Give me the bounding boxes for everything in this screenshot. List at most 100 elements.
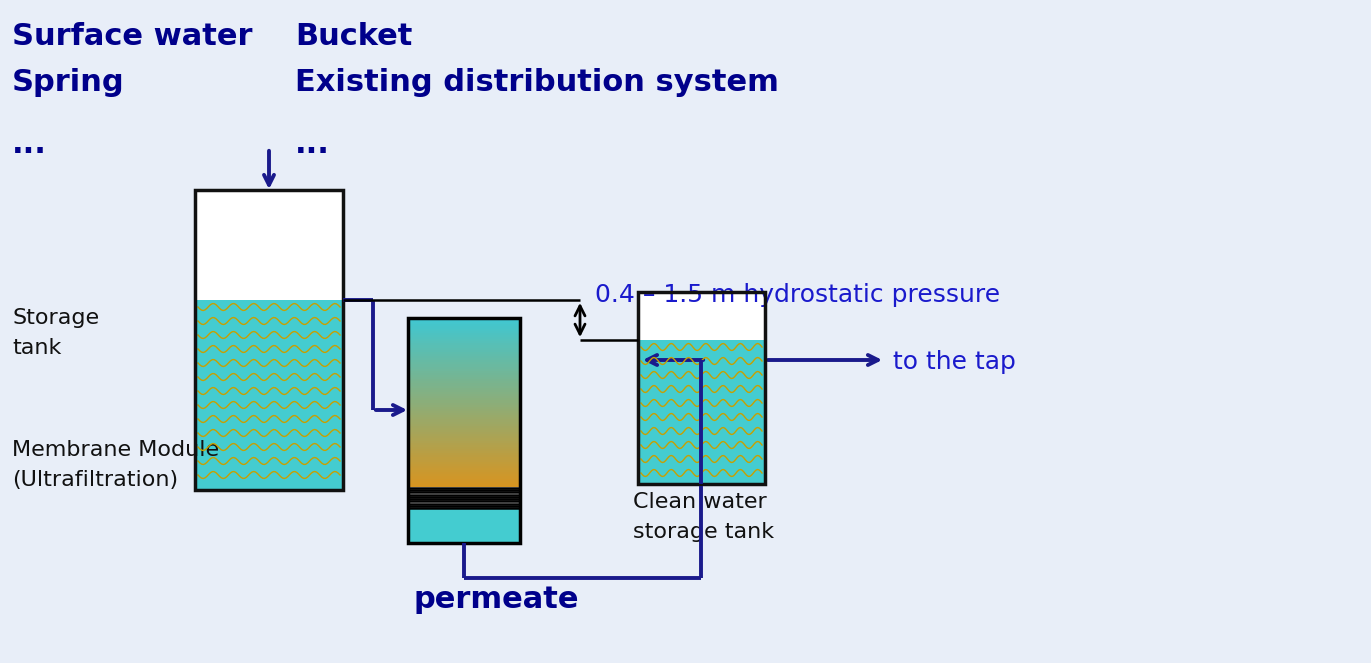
Bar	[409, 428, 520, 430]
Bar	[409, 404, 520, 407]
Bar	[409, 381, 520, 384]
Bar	[409, 479, 520, 481]
Bar	[409, 483, 520, 485]
Bar	[409, 354, 520, 357]
Bar	[638, 292, 765, 484]
Text: to the tap: to the tap	[893, 350, 1016, 374]
Bar	[409, 449, 520, 452]
Bar	[409, 320, 520, 323]
Bar	[409, 463, 520, 466]
Text: Clean water
storage tank: Clean water storage tank	[633, 492, 775, 542]
Bar	[409, 343, 520, 346]
Bar	[409, 417, 520, 420]
Bar	[409, 379, 520, 382]
Bar	[409, 371, 520, 373]
Bar	[409, 349, 520, 352]
Bar	[409, 434, 520, 437]
Text: 0.4 – 1.5 m hydrostatic pressure: 0.4 – 1.5 m hydrostatic pressure	[595, 283, 999, 307]
Text: Storage
tank: Storage tank	[12, 308, 99, 357]
Text: permeate: permeate	[413, 585, 579, 614]
Bar	[409, 415, 520, 418]
Bar	[409, 358, 520, 361]
Bar	[409, 426, 520, 428]
Bar	[409, 322, 520, 325]
Bar	[409, 375, 520, 378]
Bar	[409, 409, 520, 412]
Bar	[409, 400, 520, 403]
Bar	[409, 352, 520, 355]
Text: Surface water: Surface water	[12, 22, 252, 51]
Bar	[409, 411, 520, 414]
Bar	[409, 468, 520, 471]
Bar	[409, 396, 520, 398]
Bar	[409, 331, 520, 333]
Bar	[409, 341, 520, 344]
Bar	[409, 318, 520, 543]
Bar	[409, 347, 520, 350]
Bar	[409, 430, 520, 432]
Bar	[409, 394, 520, 396]
Bar	[409, 451, 520, 453]
Bar	[409, 447, 520, 450]
Bar	[195, 190, 343, 300]
Bar	[195, 190, 343, 490]
Bar	[409, 438, 520, 441]
Bar	[409, 406, 520, 409]
Bar	[409, 432, 520, 435]
Bar	[638, 340, 765, 484]
Text: Spring: Spring	[12, 68, 125, 97]
Bar	[409, 367, 520, 369]
Bar	[409, 373, 520, 375]
Bar	[409, 388, 520, 391]
Bar	[409, 329, 520, 332]
Bar	[409, 459, 520, 462]
Bar	[409, 481, 520, 483]
Bar	[409, 457, 520, 460]
Bar	[409, 363, 520, 365]
Bar	[409, 422, 520, 424]
Bar	[409, 365, 520, 367]
Text: ...: ...	[12, 130, 47, 159]
Bar	[409, 398, 520, 401]
Text: ...: ...	[295, 130, 330, 159]
Bar	[409, 402, 520, 405]
Bar	[409, 509, 520, 543]
Bar	[409, 356, 520, 359]
Text: Bucket: Bucket	[295, 22, 413, 51]
Bar	[409, 466, 520, 469]
Text: Membrane Module
(Ultrafiltration): Membrane Module (Ultrafiltration)	[12, 440, 219, 489]
Bar	[409, 436, 520, 439]
Bar	[409, 420, 520, 422]
Bar	[409, 413, 520, 416]
Bar	[409, 470, 520, 473]
Bar	[409, 392, 520, 394]
Bar	[409, 339, 520, 341]
Bar	[409, 455, 520, 458]
Bar	[409, 386, 520, 389]
Bar	[409, 360, 520, 363]
Bar	[638, 292, 765, 340]
Bar	[409, 369, 520, 371]
Bar	[409, 472, 520, 475]
Bar	[409, 424, 520, 426]
Bar	[409, 335, 520, 337]
Bar	[409, 461, 520, 464]
Bar	[409, 487, 520, 509]
Bar	[195, 300, 343, 490]
Bar	[409, 318, 520, 321]
Bar	[409, 390, 520, 392]
Bar	[409, 377, 520, 380]
Bar	[409, 485, 520, 487]
Bar	[409, 324, 520, 327]
Bar	[409, 443, 520, 446]
Bar	[409, 345, 520, 348]
Bar	[409, 453, 520, 456]
Bar	[409, 445, 520, 448]
Bar	[409, 440, 520, 443]
Bar	[409, 333, 520, 335]
Bar	[409, 474, 520, 477]
Bar	[409, 326, 520, 329]
Bar	[409, 337, 520, 339]
Text: Existing distribution system: Existing distribution system	[295, 68, 779, 97]
Bar	[409, 383, 520, 386]
